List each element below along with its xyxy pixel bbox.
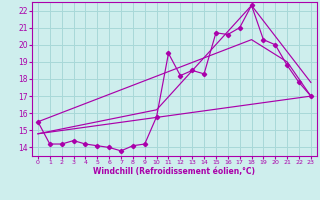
X-axis label: Windchill (Refroidissement éolien,°C): Windchill (Refroidissement éolien,°C) — [93, 167, 255, 176]
